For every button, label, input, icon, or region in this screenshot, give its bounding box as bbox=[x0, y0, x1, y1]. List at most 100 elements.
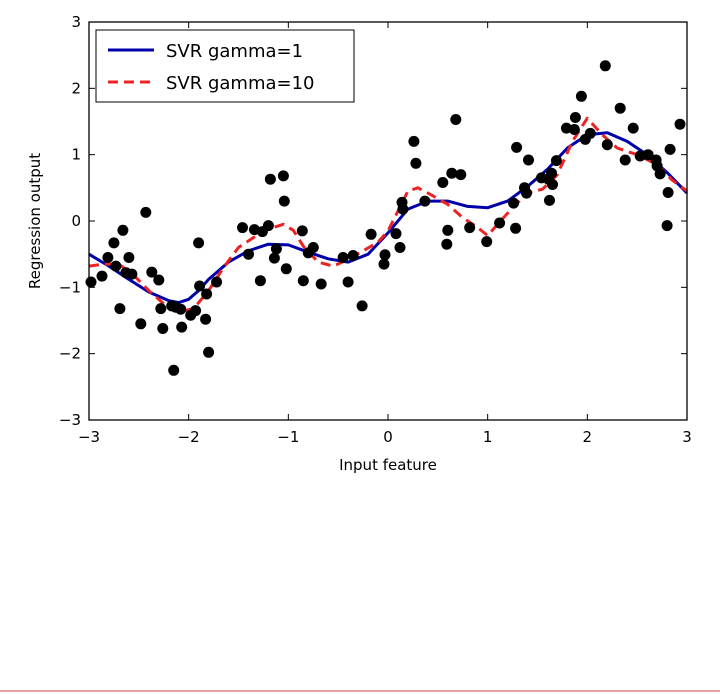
y-tick-label: 3 bbox=[71, 13, 81, 31]
data-point bbox=[437, 177, 449, 188]
data-point bbox=[408, 135, 420, 147]
data-point bbox=[135, 318, 147, 330]
bottom-border bbox=[0, 690, 720, 692]
x-tick-label: 0 bbox=[383, 428, 393, 446]
data-point bbox=[203, 346, 215, 358]
data-point bbox=[378, 258, 390, 270]
data-point bbox=[96, 270, 108, 282]
x-tick-label: 1 bbox=[483, 428, 493, 446]
data-point bbox=[175, 303, 187, 315]
data-point bbox=[455, 169, 467, 181]
data-point bbox=[262, 220, 274, 232]
data-point bbox=[568, 124, 580, 135]
data-point bbox=[619, 154, 631, 166]
data-point bbox=[155, 303, 167, 315]
data-point bbox=[450, 114, 462, 125]
data-point bbox=[277, 170, 289, 182]
y-tick-label: 1 bbox=[71, 146, 81, 164]
data-point bbox=[654, 168, 666, 180]
data-point bbox=[270, 243, 282, 255]
data-point bbox=[342, 276, 354, 288]
data-point bbox=[523, 154, 534, 166]
data-point bbox=[494, 217, 506, 229]
data-point bbox=[211, 276, 223, 288]
data-point bbox=[379, 249, 391, 261]
x-tick-label: 2 bbox=[583, 428, 593, 446]
data-point bbox=[108, 237, 120, 249]
x-axis-label: Input feature bbox=[339, 456, 437, 474]
data-point bbox=[394, 242, 406, 253]
data-point bbox=[569, 112, 581, 123]
data-point bbox=[547, 179, 558, 190]
data-point bbox=[584, 127, 596, 139]
data-point bbox=[201, 288, 213, 300]
data-point bbox=[674, 118, 686, 130]
data-point bbox=[153, 274, 165, 286]
data-point bbox=[347, 250, 359, 261]
data-point bbox=[190, 305, 202, 317]
data-point bbox=[200, 313, 212, 325]
legend-box bbox=[95, 29, 355, 103]
data-point bbox=[365, 228, 377, 240]
y-tick-label: −2 bbox=[59, 345, 81, 363]
data-point bbox=[614, 102, 626, 114]
data-point bbox=[117, 224, 129, 236]
data-point bbox=[511, 141, 523, 153]
data-point bbox=[442, 224, 454, 236]
data-point bbox=[662, 187, 674, 198]
data-point bbox=[140, 206, 152, 218]
data-point bbox=[315, 278, 327, 290]
data-point bbox=[464, 222, 476, 234]
data-point bbox=[278, 195, 290, 207]
data-point bbox=[296, 225, 308, 237]
data-point bbox=[193, 237, 205, 249]
data-point bbox=[157, 323, 169, 334]
data-point bbox=[510, 222, 522, 234]
data-point bbox=[599, 60, 611, 72]
legend-label-gamma-1: SVR gamma=1 bbox=[166, 41, 303, 62]
data-point bbox=[601, 139, 613, 151]
data-point bbox=[243, 248, 254, 260]
x-tick-label: −1 bbox=[277, 428, 299, 446]
data-point bbox=[419, 195, 431, 207]
data-point bbox=[114, 303, 126, 315]
data-point bbox=[126, 268, 138, 280]
y-tick-label: −3 bbox=[59, 411, 81, 429]
data-point bbox=[441, 238, 453, 250]
markers-layer bbox=[85, 60, 686, 376]
data-point bbox=[544, 194, 555, 206]
data-point bbox=[397, 203, 409, 215]
data-point bbox=[123, 252, 135, 263]
x-tick-label: 3 bbox=[682, 428, 692, 446]
ticks-layer: −3 −2 −1 0 1 2 3 −3 −2 −1 0 1 2 3 bbox=[59, 13, 692, 446]
data-point bbox=[168, 364, 180, 376]
data-point bbox=[110, 260, 122, 272]
x-tick-label: −3 bbox=[78, 428, 100, 446]
data-point bbox=[85, 276, 97, 288]
data-point bbox=[194, 280, 206, 292]
legend-label-gamma-10: SVR gamma=10 bbox=[166, 73, 315, 94]
data-point bbox=[237, 222, 248, 234]
data-point bbox=[575, 90, 587, 102]
data-point bbox=[508, 197, 520, 209]
data-point bbox=[337, 252, 349, 263]
data-point bbox=[546, 167, 557, 179]
legend: SVR gamma=1 SVR gamma=10 bbox=[95, 29, 355, 103]
data-point bbox=[410, 157, 422, 169]
data-point bbox=[280, 263, 292, 275]
data-point bbox=[627, 122, 639, 134]
data-point bbox=[661, 220, 673, 232]
data-point bbox=[254, 275, 266, 287]
y-axis-label: Regression output bbox=[26, 153, 44, 289]
data-point bbox=[176, 321, 188, 333]
data-point bbox=[521, 187, 532, 199]
data-point bbox=[446, 167, 458, 179]
y-tick-label: 2 bbox=[71, 79, 81, 97]
data-point bbox=[146, 266, 158, 278]
data-point bbox=[264, 173, 276, 185]
data-point bbox=[297, 275, 309, 287]
data-point bbox=[642, 149, 654, 161]
data-point bbox=[550, 155, 562, 167]
data-point bbox=[307, 242, 319, 253]
